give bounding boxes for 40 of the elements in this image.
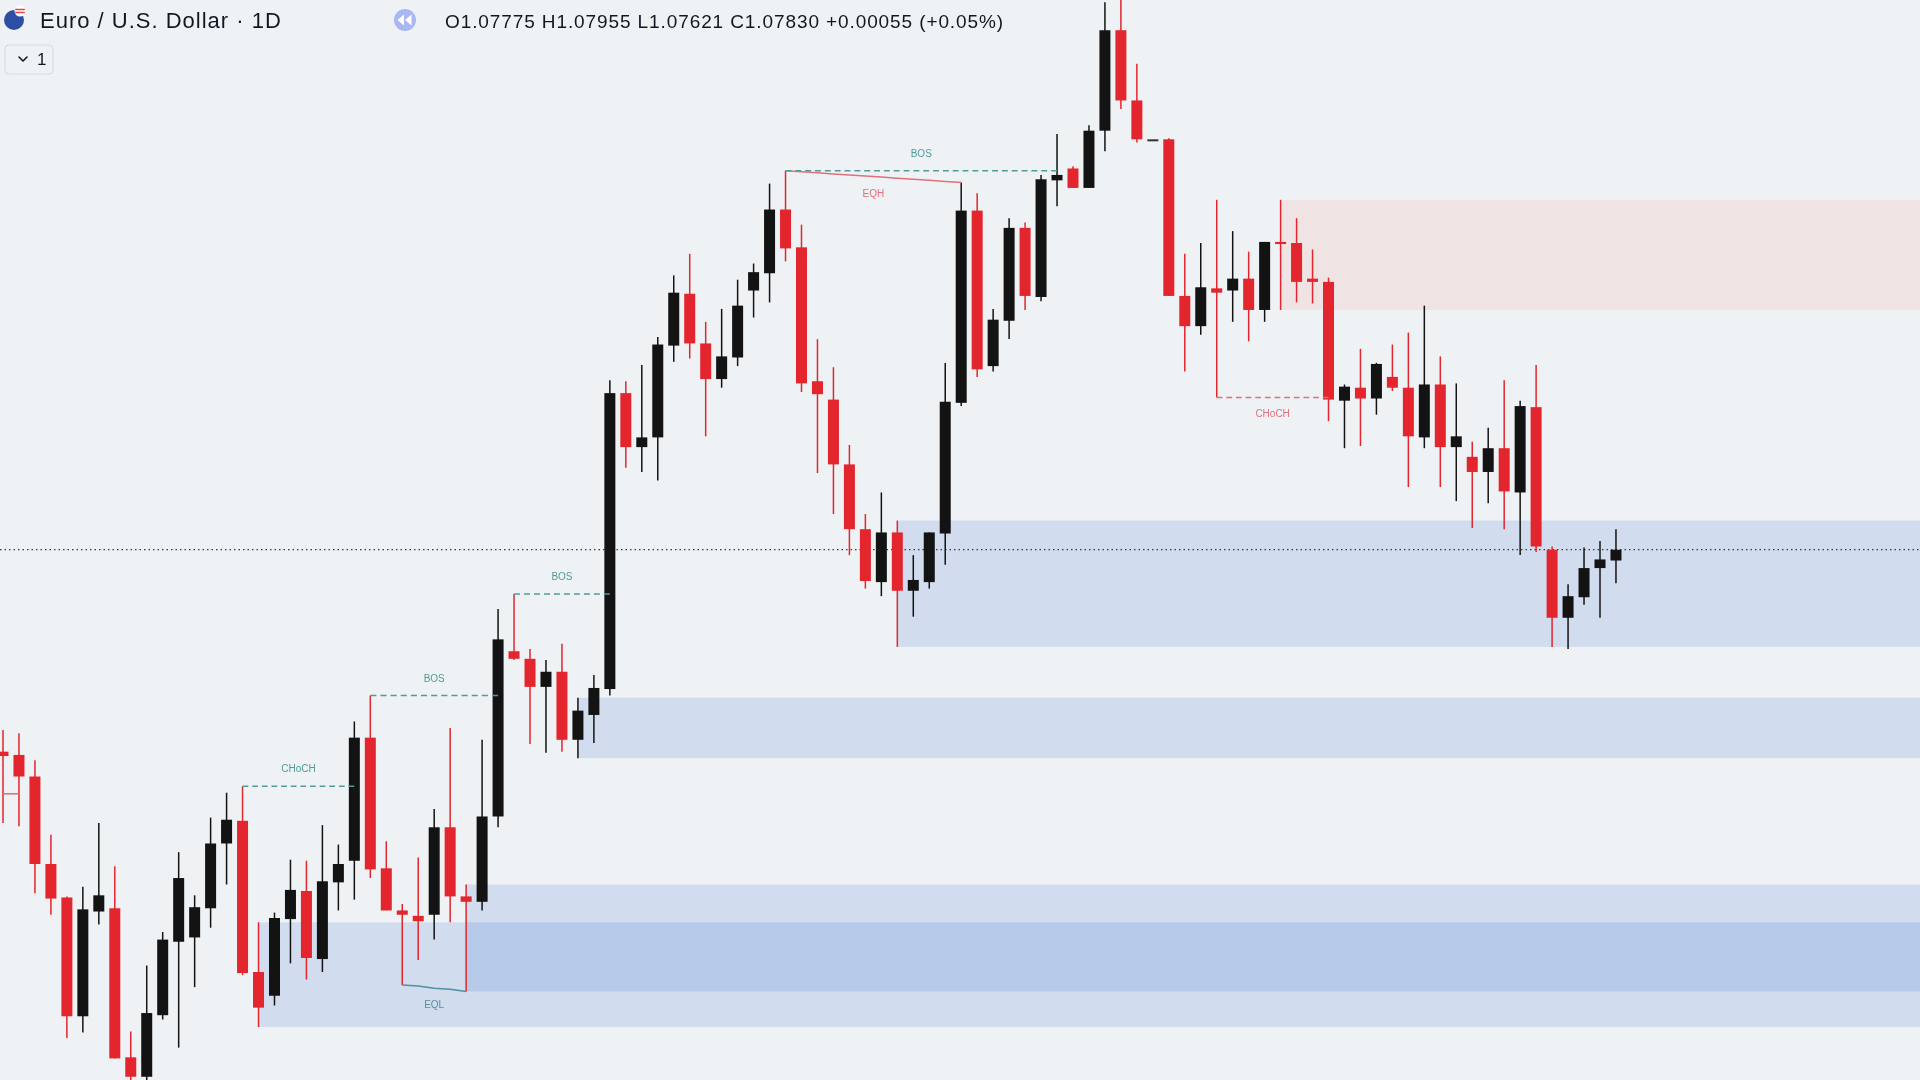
annotation: 1 (37, 50, 47, 69)
candlestick (412, 856, 424, 961)
candlestick (13, 732, 25, 827)
candlestick (716, 308, 728, 389)
candlestick (1307, 248, 1319, 305)
series-label: EQL (424, 999, 445, 1011)
candlestick (1227, 230, 1239, 323)
text: O1.07775 H1.07955 L1.07621 C1.07830 +0.00055 (+0.05%) (445, 11, 1005, 32)
candlestick (396, 903, 408, 986)
candlestick (1610, 528, 1622, 584)
candlestick (1275, 199, 1287, 311)
candlestick (1466, 440, 1478, 529)
series-label: CHoCH (1255, 408, 1290, 420)
series-label: EQH (862, 188, 885, 200)
candlestick (907, 554, 919, 618)
candlestick (1594, 540, 1606, 619)
candlestick (125, 1030, 137, 1080)
candlestick (1051, 133, 1063, 208)
candlestick (540, 659, 552, 754)
series-label: BOS (910, 147, 933, 159)
candlestick (508, 593, 520, 661)
chart-title: Euro / U.S. Dollar · 1D (40, 8, 282, 33)
candlestick (460, 883, 472, 993)
candlestick (636, 364, 648, 473)
candlestick (1562, 583, 1574, 650)
candlestick (811, 338, 823, 474)
candlestick (1386, 343, 1398, 392)
candlestick (1211, 199, 1223, 399)
series-label: BOS (423, 672, 446, 684)
candlestick (1354, 348, 1366, 447)
candlestick (1482, 426, 1494, 505)
candlestick (1067, 165, 1079, 189)
candlestick (332, 843, 344, 912)
series-label: BOS (551, 571, 573, 582)
candlestick (748, 262, 760, 319)
series-label: CHoCH (281, 763, 316, 775)
candlestick (1450, 382, 1462, 502)
candlestick (221, 791, 233, 886)
candlestick (1338, 383, 1350, 449)
candlestick (93, 822, 105, 926)
